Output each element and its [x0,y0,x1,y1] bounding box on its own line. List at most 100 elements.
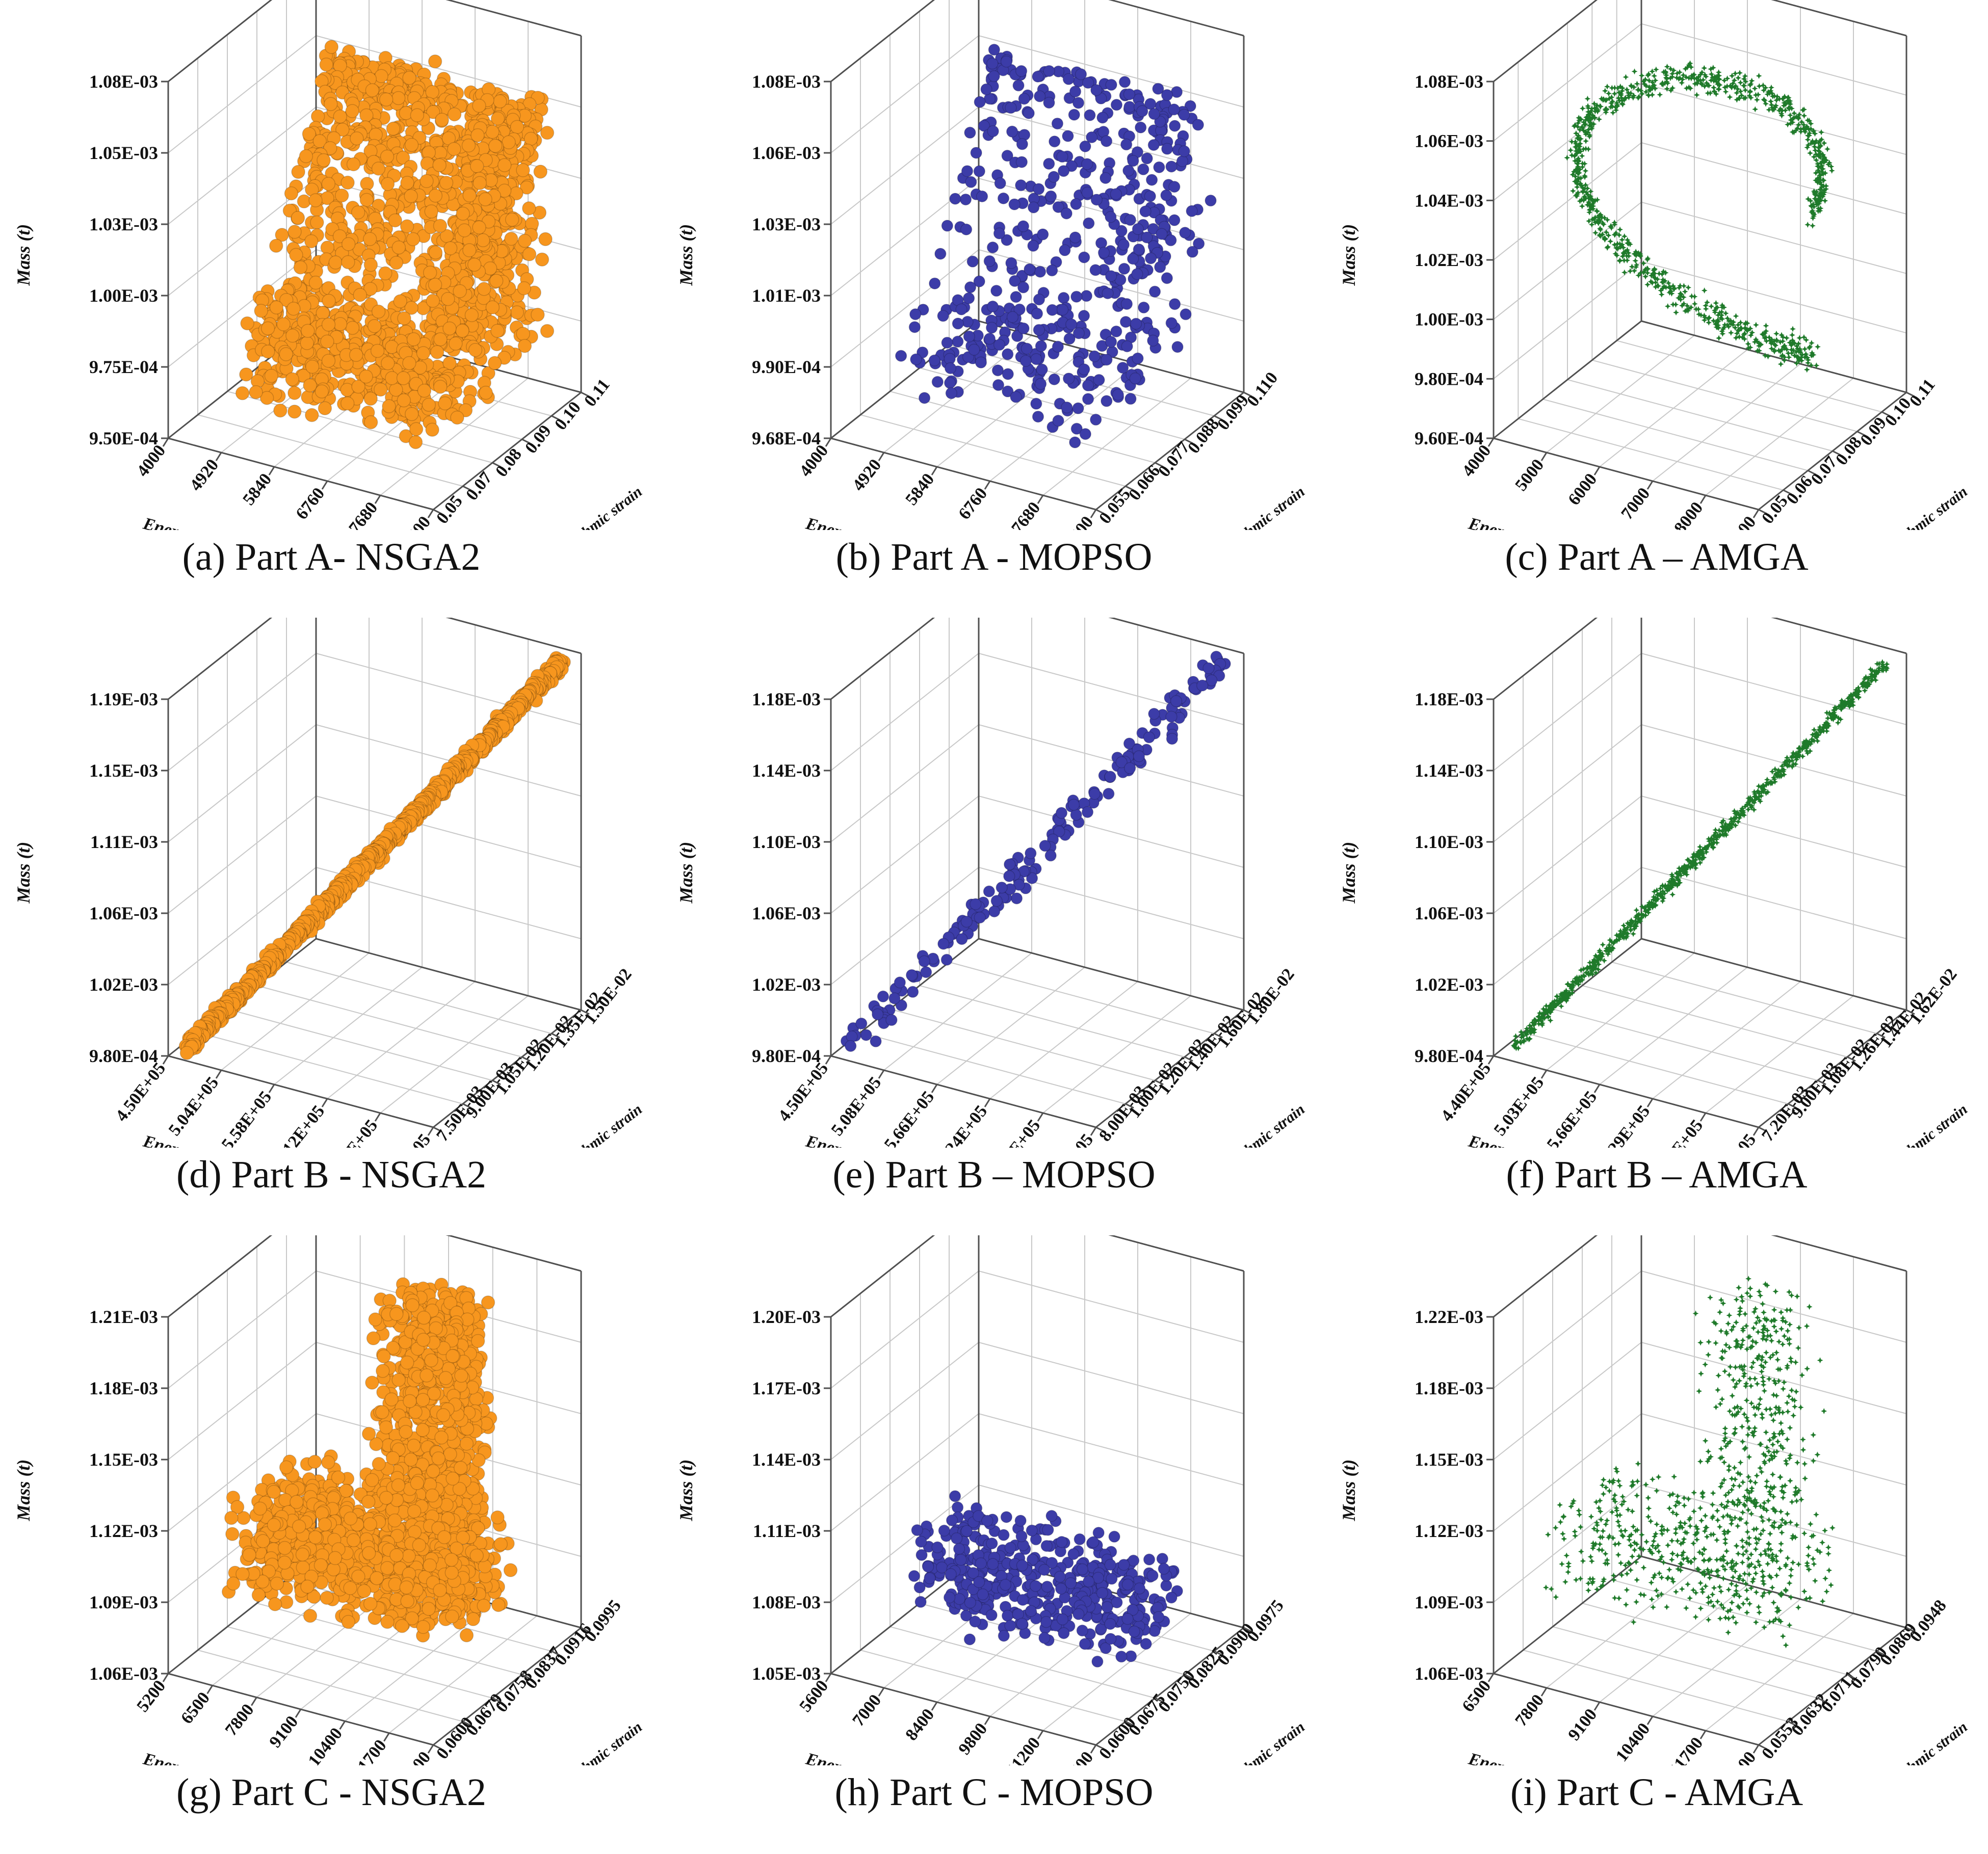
data-point [1710,84,1717,91]
data-point [1575,133,1582,139]
data-point [1643,89,1650,95]
data-point [1771,93,1778,99]
data-point [1578,196,1585,203]
data-point [974,911,986,924]
data-point [397,311,411,326]
data-point [1780,334,1786,340]
data-point [1730,322,1736,328]
y-tick [1095,1126,1105,1132]
data-point [1597,218,1603,224]
z-tick-label: 9.80E-04 [89,1046,158,1066]
data-point [1633,263,1639,270]
data-point [1804,144,1811,151]
data-point [1073,327,1085,339]
data-point [1580,189,1586,195]
data-point [1754,338,1760,345]
data-point [382,399,396,413]
data-point [1756,83,1763,90]
data-point [1123,737,1136,750]
data-point [1080,289,1093,302]
data-point [1000,56,1013,68]
data-point [1072,97,1085,109]
data-point [1631,251,1638,257]
y-tick [1881,411,1891,417]
data-point [349,348,363,362]
data-point [1649,85,1656,92]
data-point [1065,318,1078,331]
data-point [1667,288,1674,295]
data-point [1777,339,1784,346]
data-point [286,301,301,316]
data-point [1612,250,1619,257]
data-point [409,422,424,436]
data-point [1716,76,1722,83]
x-tick [268,466,275,475]
data-point [1775,347,1782,354]
data-point [1742,87,1748,93]
x-tick [1037,1113,1044,1122]
data-point [1161,143,1173,155]
z-tick-label: 1.02E-03 [752,974,821,995]
data-point [1821,140,1827,146]
data-point [929,277,941,289]
x-tick-label: 6760 [955,484,991,523]
data-point [980,83,992,95]
data-point [1663,284,1669,290]
data-point [259,391,274,405]
data-point [1039,839,1051,852]
data-point [264,368,279,383]
data-point [476,233,490,248]
data-point [393,294,407,308]
data-point [1143,731,1156,744]
data-point [1816,178,1822,185]
z-axis-title: Mass (t) [676,841,696,904]
data-point [1586,111,1593,118]
y-tick [492,462,501,468]
data-point [1617,83,1624,90]
data-point [1001,149,1013,162]
data-point [1593,207,1600,214]
data-point [1771,107,1777,113]
data-point [1752,92,1759,98]
y-tick [551,1032,560,1039]
data-point [1652,85,1658,92]
data-point [1081,158,1093,170]
data-point [1619,241,1626,248]
data-point [988,43,1001,56]
data-point [1644,281,1651,288]
data-point [1575,190,1581,196]
data-point [1105,270,1117,282]
data-point [1130,317,1142,330]
data-point [1168,103,1180,116]
data-point [1601,215,1608,221]
data-point [524,131,538,146]
data-point [1611,219,1618,226]
axis-edge [168,618,273,700]
data-point [260,321,275,336]
data-point [531,307,545,322]
data-point [993,227,1006,240]
axis-edge [1641,320,1907,393]
axis-edge [316,938,582,1011]
data-point [1019,355,1032,367]
data-point [1587,193,1594,200]
data-point [1706,82,1712,89]
data-point [406,332,421,347]
data-point [1724,75,1731,82]
data-point [1702,71,1708,78]
data-point [334,188,349,203]
y-tick [462,1103,472,1109]
data-point [1592,108,1599,115]
data-point [1585,104,1591,111]
data-point [1730,319,1737,326]
data-point [1752,106,1759,113]
data-point [1746,93,1753,99]
data-point [1568,139,1575,145]
data-point [1586,207,1593,214]
data-point [404,189,418,203]
data-point [1587,119,1593,126]
data-point [1738,325,1745,332]
data-point [1718,312,1725,319]
data-point [1596,212,1603,219]
data-point [1154,261,1166,273]
